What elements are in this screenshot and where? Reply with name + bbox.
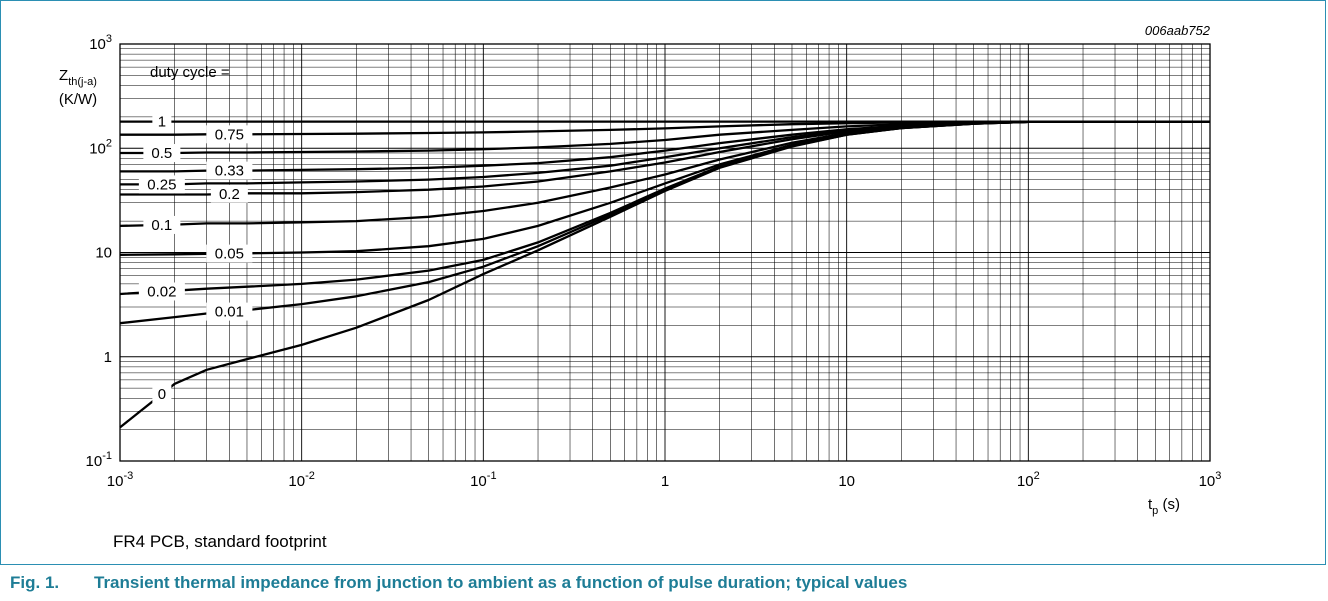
curve-labels: 1 0.75 0.5 0.33 0.25 0.2 0.1 0.05 0.02 0.01 0 (138, 112, 253, 404)
y-tick-label: 10-1 (86, 450, 112, 470)
curve-label-bg (206, 302, 253, 321)
grid (119, 44, 1210, 462)
x-axis-ticks: 10-3 10-2 10-1 1 10 102 103 (107, 470, 1222, 490)
y-axis-label: Zth(j-a) (59, 67, 97, 88)
figure-caption-text: Transient thermal impedance from junctio… (94, 573, 908, 592)
curve-label-bg (143, 144, 181, 163)
x-tick-label: 10-2 (288, 470, 314, 490)
curve-duty-0 (119, 120, 1210, 429)
zth-chart: 006aab752 1 0.75 0.5 0.33 0.25 0.2 0.1 0.05 0.02… (59, 23, 1222, 517)
curve-label: 0.75 (215, 126, 244, 143)
y-tick-label: 102 (89, 137, 112, 157)
figure-number: Fig. 1. (10, 573, 60, 592)
curve-label-bg (206, 125, 253, 144)
curve-label: 0.02 (147, 283, 176, 300)
curve-label: 0.05 (215, 246, 244, 263)
y-tick-label: 10 (95, 245, 112, 262)
x-tick-label: 10-3 (107, 470, 133, 490)
curve-label-bg (210, 184, 248, 203)
y-axis-unit: (K/W) (59, 91, 97, 108)
curve-label: 0.2 (219, 186, 240, 203)
y-axis-ticks: 10-1 1 10 102 103 (86, 33, 112, 470)
x-tick-label: 1 (661, 473, 669, 490)
x-tick-label: 10-1 (470, 470, 496, 490)
figure-code: 006aab752 (1145, 23, 1211, 38)
curve-label: 0.25 (147, 176, 176, 193)
figure-caption: Fig. 1. Transient thermal impedance from … (10, 573, 907, 593)
figure-frame (0, 0, 1326, 565)
x-tick-label: 103 (1199, 470, 1222, 490)
curve-label: 0.33 (215, 163, 244, 180)
curve-label-bg (152, 385, 172, 404)
curve-label-bg (138, 282, 185, 301)
legend-title: duty cycle = (150, 64, 230, 81)
curve-label-bg (206, 244, 253, 263)
curve-label: 0.01 (215, 304, 244, 321)
y-tick-label: 1 (104, 349, 112, 366)
curve-label: 1 (158, 114, 166, 131)
x-axis-label: tp (s) (1148, 496, 1180, 517)
curve-label: 0 (158, 386, 166, 403)
figure-note: FR4 PCB, standard footprint (113, 532, 327, 551)
curve-label: 0.5 (151, 145, 172, 162)
curve-label: 0.1 (151, 217, 172, 234)
plot-border (119, 43, 1211, 462)
curve-label-bg (138, 175, 185, 194)
x-tick-label: 102 (1017, 470, 1040, 490)
y-tick-label: 103 (89, 33, 112, 53)
curve-label-bg (143, 215, 181, 234)
curve-label-bg (152, 112, 172, 131)
x-tick-label: 10 (838, 473, 855, 490)
curve-label-bg (206, 161, 253, 180)
